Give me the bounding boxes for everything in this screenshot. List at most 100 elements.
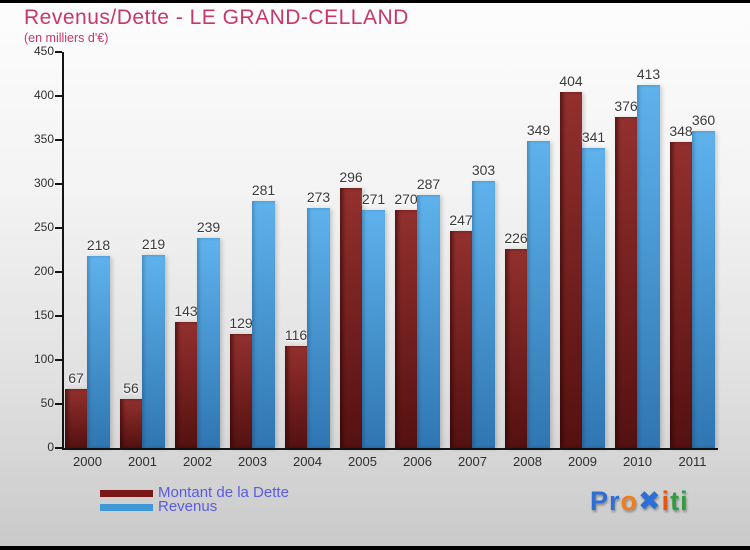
dette-bar-2001: 56 — [120, 380, 142, 448]
bar-group-2003: 129 281 — [229, 182, 275, 448]
x-axis-label-2011: 2011 — [678, 454, 707, 469]
revenus-bar-2009: 341 — [582, 129, 605, 448]
dette-bar-2000: 67 — [65, 370, 87, 448]
bar-group-2005: 296 271 — [339, 169, 385, 448]
y-axis-tick — [55, 403, 62, 405]
bar-value-label: 218 — [86, 237, 111, 254]
chart-title: Revenus/Dette - LE GRAND-CELLAND — [24, 6, 409, 29]
revenus-bar-2007: 303 — [472, 162, 495, 448]
legend-swatch-revenus — [100, 503, 153, 511]
revenus-bar-2003: 281 — [252, 182, 275, 448]
bar-value-label: 270 — [394, 191, 418, 208]
legend-row-revenus: Revenus — [100, 498, 289, 515]
y-axis-tick — [55, 139, 62, 141]
bar-value-label: 303 — [471, 162, 496, 179]
y-axis-tick — [55, 51, 62, 53]
y-axis-tick — [55, 183, 62, 185]
revenus-bar-2000: 218 — [87, 237, 110, 448]
legend-swatch-dette — [100, 489, 153, 497]
bar-group-2009: 404 341 — [559, 73, 605, 448]
y-axis-tick — [55, 359, 62, 361]
logo-letter: P — [590, 486, 610, 516]
bar-value-label: 56 — [123, 379, 139, 396]
revenus-bar-2004: 273 — [307, 189, 330, 448]
x-axis-label-2002: 2002 — [183, 454, 212, 469]
bar-value-label: 404 — [559, 73, 583, 90]
y-axis-tick — [55, 227, 62, 229]
legend-label-revenus: Revenus — [158, 498, 218, 515]
y-axis-tick-label: 100 — [33, 352, 54, 366]
bar-group-2011: 348 360 — [669, 112, 715, 448]
logo-letter: r — [609, 486, 621, 516]
logo-letter: o — [620, 486, 639, 516]
dette-bar-2011: 348 — [669, 123, 693, 448]
x-axis-label-2001: 2001 — [128, 454, 157, 469]
plot-area: 67 218 56 219 143 239 129 281 116 273 296 271 270 287… — [55, 51, 718, 450]
bar-value-label: 273 — [306, 188, 331, 205]
bar-group-2010: 376 413 — [614, 66, 660, 448]
y-axis-tick — [55, 95, 62, 97]
x-axis-label-2000: 2000 — [73, 454, 102, 469]
revenus-bar-2001: 219 — [142, 236, 165, 448]
logo-letter: i — [661, 486, 671, 516]
y-axis-tick-label: 0 — [47, 440, 54, 454]
legend: Montant de la Dette Revenus — [100, 484, 289, 515]
bar-value-label: 287 — [416, 176, 441, 193]
bar-value-label: 376 — [614, 98, 638, 115]
bar-value-label: 341 — [581, 128, 606, 145]
y-axis-tick — [55, 315, 62, 317]
bar-group-2007: 247 303 — [449, 162, 495, 448]
dette-bar-2002: 143 — [174, 303, 198, 448]
top-border-strip — [0, 0, 750, 3]
y-axis-tick-label: 400 — [33, 88, 54, 102]
x-axis-label-2007: 2007 — [458, 454, 487, 469]
bar-group-2008: 226 349 — [504, 122, 550, 448]
bar-value-label: 349 — [526, 121, 551, 138]
dette-bar-2007: 247 — [449, 212, 473, 448]
revenus-bar-2002: 239 — [197, 219, 220, 448]
bottom-border-strip — [0, 546, 750, 550]
chart-subtitle: (en milliers d'€) — [24, 31, 109, 45]
proxiti-logo: Pro✖iti — [590, 486, 689, 517]
bar-value-label: 143 — [174, 303, 198, 320]
dette-bar-2005: 296 — [339, 169, 363, 448]
bar-value-label: 413 — [636, 65, 661, 82]
x-axis-label-2005: 2005 — [348, 454, 377, 469]
revenus-bar-2006: 287 — [417, 176, 440, 448]
dette-bar-2010: 376 — [614, 98, 638, 448]
bar-value-label: 116 — [284, 326, 308, 343]
revenus-bar-2005: 271 — [362, 191, 385, 448]
y-axis-tick-label: 300 — [33, 176, 54, 190]
y-axis-tick-label: 350 — [33, 132, 54, 146]
x-axis-label-2004: 2004 — [293, 454, 322, 469]
y-axis-tick-label: 50 — [40, 396, 54, 410]
bar-value-label: 129 — [229, 315, 253, 332]
y-axis-tick-label: 150 — [33, 308, 54, 322]
logo-letter: ✖ — [638, 486, 662, 516]
dette-bar-2004: 116 — [285, 327, 307, 448]
bar-value-label: 296 — [339, 168, 363, 185]
y-axis-tick — [55, 447, 62, 449]
bar-value-label: 281 — [251, 181, 276, 198]
legend-row-dette: Montant de la Dette — [100, 484, 289, 501]
bar-group-2002: 143 239 — [174, 219, 220, 448]
x-axis-label-2006: 2006 — [403, 454, 432, 469]
x-axis-label-2003: 2003 — [238, 454, 267, 469]
dette-bar-2003: 129 — [229, 315, 253, 448]
y-axis-tick-label: 250 — [33, 220, 54, 234]
bar-group-2000: 67 218 — [65, 237, 110, 448]
dette-bar-2008: 226 — [504, 230, 528, 448]
revenus-bar-2010: 413 — [637, 66, 660, 448]
y-axis-tick-label: 200 — [33, 264, 54, 278]
bar-value-label: 67 — [68, 370, 84, 387]
bar-value-label: 247 — [449, 211, 473, 228]
y-axis-tick-label: 450 — [33, 44, 54, 58]
bar-value-label: 219 — [141, 236, 166, 253]
legend-label-dette: Montant de la Dette — [158, 484, 289, 501]
logo-letter: t — [670, 486, 681, 516]
bar-value-label: 239 — [196, 218, 221, 235]
bar-value-label: 226 — [504, 230, 528, 247]
logo-letter: i — [680, 486, 689, 516]
bar-value-label: 348 — [669, 122, 693, 139]
revenus-bar-2011: 360 — [692, 112, 715, 448]
